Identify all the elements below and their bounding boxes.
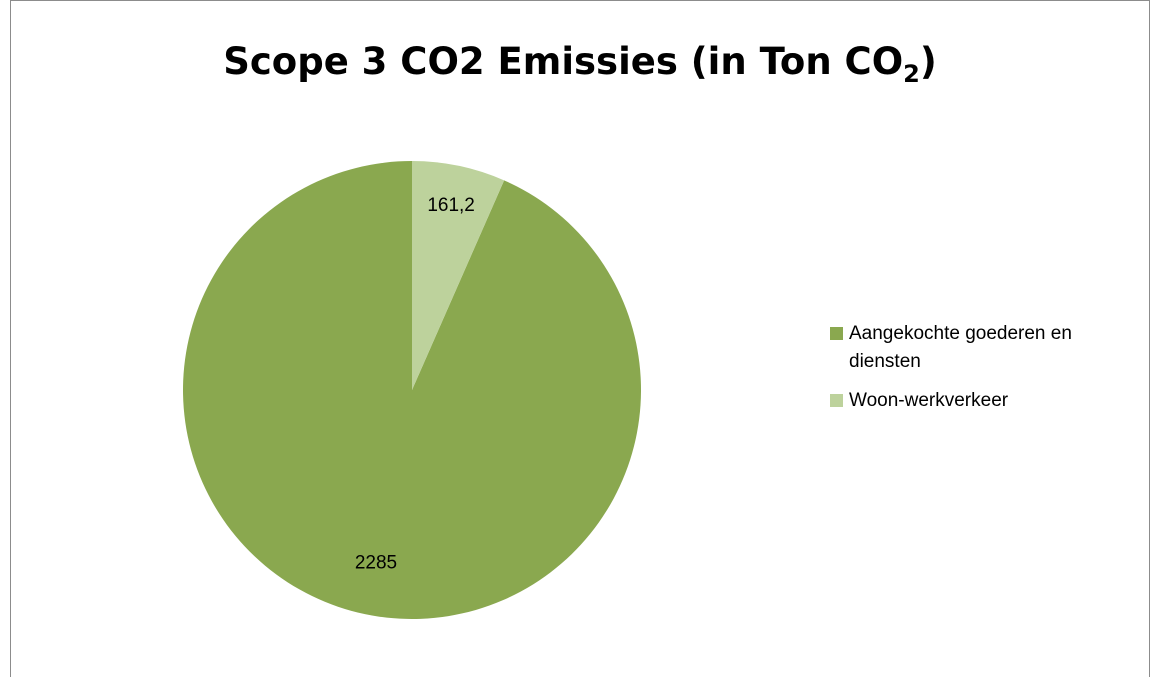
pie-slice-woon-werkverkeer (412, 161, 505, 390)
legend: Aangekochte goederen en diensten Woon-we… (830, 320, 1130, 426)
chart-title-text: Scope 3 CO2 Emissies (in Ton CO (223, 40, 904, 83)
legend-swatch-aangekochte (830, 327, 843, 340)
chart-title-subscript: 2 (903, 60, 920, 88)
legend-label-aangekochte: Aangekochte goederen en diensten (849, 323, 1072, 372)
data-label-woon-werkverkeer: 161,2 (427, 195, 475, 216)
legend-swatch-woon-werkverkeer (830, 394, 843, 407)
pie-slice-aangekochte (183, 161, 642, 619)
chart-title-suffix: ) (919, 40, 937, 83)
legend-item-woon-werkverkeer: Woon-werkverkeer (830, 387, 1130, 415)
data-label-aangekochte: 2285 (355, 552, 397, 573)
legend-item-aangekochte: Aangekochte goederen en diensten (830, 320, 1130, 376)
legend-label-woon-werkverkeer: Woon-werkverkeer (849, 390, 1009, 411)
chart-title: Scope 3 CO2 Emissies (in Ton CO2) (0, 40, 1151, 86)
